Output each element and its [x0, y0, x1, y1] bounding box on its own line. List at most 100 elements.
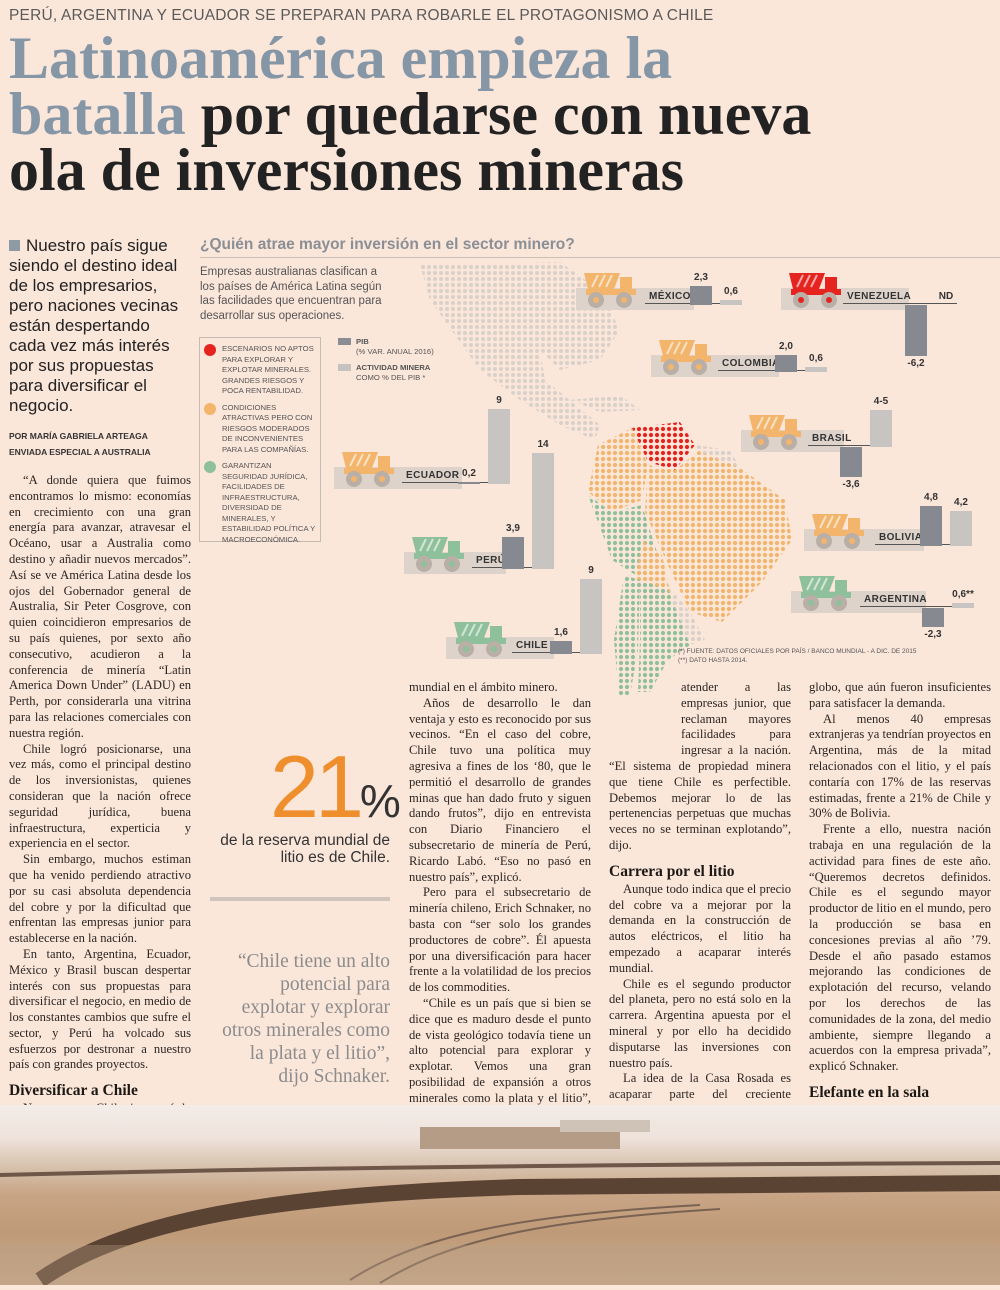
bar-legend-sub: (% VAR. ANUAL 2016): [356, 347, 434, 356]
paragraph: Al menos 40 empresas extranjeras ya tend…: [809, 711, 991, 821]
pib-swatch: [338, 338, 351, 345]
paragraph: En tanto, Argentina, Ecuador, México y B…: [9, 946, 191, 1072]
mining-truck-icon: [659, 340, 711, 375]
pib-bar: [690, 285, 712, 305]
headline-text: ola de inversiones mineras: [9, 137, 684, 203]
byline: POR MARÍA GABRIELA ARTEAGA ENVIADA ESPECI…: [9, 428, 151, 460]
mining-bar: [720, 300, 742, 305]
paragraph: Sin embargo, muchos estiman que ha venid…: [9, 852, 191, 946]
mining-truck-icon: [584, 273, 636, 308]
map-paraguay-uruguay: [668, 585, 705, 645]
legend-item-green: GARANTIZAN SEGURIDAD JURÍDICA, FACILIDAD…: [204, 461, 316, 545]
headline-highlight: batalla: [9, 81, 186, 147]
mining-railway-photo: [0, 1105, 1000, 1287]
pib-value: -3,6: [842, 478, 860, 490]
pib-bar: [550, 640, 572, 654]
article-column-1: “A donde quiera que fuimos encontramos l…: [9, 473, 191, 1149]
pib-value: -2,3: [924, 629, 942, 641]
kicker: PERÚ, ARGENTINA Y ECUADOR SE PREPARAN PA…: [9, 7, 714, 24]
article-column-2: mundial en el ámbito minero. Años de desa…: [409, 680, 591, 1138]
railway-illustration: [0, 1120, 1000, 1287]
footnote: (*) FUENTE: DATOS OFICIALES POR PAÍS / B…: [678, 648, 917, 655]
red-dot-icon: [204, 344, 216, 356]
pib-value: 3,9: [506, 522, 520, 534]
pib-bar: [922, 608, 944, 628]
mining-value: 14: [537, 438, 549, 450]
divider: [210, 897, 390, 901]
headline: Latinoamérica empieza la batalla por qued…: [9, 28, 999, 200]
square-bullet-icon: [9, 240, 20, 251]
stat-value: 21: [270, 737, 364, 836]
mining-value: 4,2: [954, 497, 968, 509]
mining-truck-icon: [799, 576, 851, 611]
byline-role: ENVIADA ESPECIAL A AUSTRALIA: [9, 447, 151, 457]
paragraph: “A donde quiera que fuimos encontramos l…: [9, 473, 191, 740]
pib-bar: [920, 506, 942, 546]
pull-quote: “Chile tiene un alto potencial para expl…: [222, 951, 390, 1087]
mining-truck-icon: [454, 622, 506, 657]
mining-value: 0,6: [809, 353, 823, 365]
infographic-description: Empresas australianas clasifican a los p…: [200, 266, 382, 322]
article-column-4: globo, que aún fueron insuficientes para…: [809, 680, 991, 1170]
paragraph: globo, que aún fueron insuficientes para…: [809, 680, 991, 710]
category-legend: ESCENARIOS NO APTOS PARA EXPLORAR Y EXPL…: [199, 337, 321, 545]
mining-bar: [805, 367, 827, 372]
bar-legend-title: ACTIVIDAD MINERA: [356, 363, 431, 372]
section-heading: Diversificar a Chile: [9, 1082, 138, 1100]
map-guyanas: [695, 445, 740, 468]
mining-value: 9: [496, 395, 502, 407]
mining-truck-icon: [812, 514, 864, 549]
map-north-america: [420, 262, 620, 440]
bar-legend-sub: COMO % DEL PIB *: [356, 373, 426, 382]
bar-legend-mining: ACTIVIDAD MINERA COMO % DEL PIB *: [338, 363, 434, 383]
pib-bar: [775, 355, 797, 372]
map-brazil: [645, 450, 792, 622]
legend-text: ESCENARIOS NO APTOS PARA EXPLORAR Y EXPL…: [222, 344, 314, 395]
green-dot-icon: [204, 461, 216, 473]
section-heading: Elefante en la sala: [809, 1083, 930, 1101]
pib-value: 2,0: [779, 341, 793, 353]
mining-value: 0,6**: [952, 589, 974, 601]
headline-text: por quedarse con nueva: [185, 81, 812, 147]
mining-bar: [488, 409, 510, 484]
mining-bar: [580, 579, 602, 654]
country-label: BRASIL: [808, 433, 892, 446]
byline-author: POR MARÍA GABRIELA ARTEAGA: [9, 431, 148, 441]
map-caribbean: [570, 395, 640, 412]
pib-bar: [458, 482, 480, 484]
bar-legend-title: PIB: [356, 337, 369, 346]
map-chile: [614, 575, 640, 695]
legend-item-orange: CONDICIONES ATRACTIVAS PERO CON RIESGOS …: [204, 402, 316, 456]
paragraph: Chile es el segundo productor del planet…: [609, 976, 791, 1070]
bar-legend-pib: PIB (% VAR. ANUAL 2016): [338, 337, 434, 357]
paragraph: Pero para el subsecretario de minería ch…: [409, 885, 591, 995]
footnotes: (*) FUENTE: DATOS OFICIALES POR PAÍS / B…: [678, 647, 917, 665]
mining-bar: [532, 452, 554, 569]
headline-highlight: Latinoamérica empieza la: [9, 25, 673, 91]
pib-value: 1,6: [554, 626, 568, 638]
stat-unit: %: [359, 775, 401, 827]
intro-text: Nuestro país sigue siendo el destino ide…: [9, 236, 179, 415]
mining-bar: [952, 603, 974, 608]
legend-text: GARANTIZAN SEGURIDAD JURÍDICA, FACILIDAD…: [222, 461, 316, 544]
pib-value: -6,2: [907, 358, 925, 370]
mining-bar: [950, 511, 972, 546]
infographic-title: ¿Quién atrae mayor inversión en el secto…: [200, 236, 1000, 258]
legend-text: CONDICIONES ATRACTIVAS PERO CON RIESGOS …: [222, 402, 313, 454]
mining-bar: [870, 409, 892, 447]
mining-truck-icon: [749, 415, 801, 450]
pib-bar: [905, 305, 927, 357]
country-label: COLOMBIA: [718, 358, 827, 371]
footnote: (**) DATO HASTA 2014.: [678, 657, 748, 664]
paragraph: mundial en el ámbito minero.: [409, 680, 558, 694]
mining-truck-icon: [342, 452, 394, 487]
country-label: ECUADOR: [402, 470, 510, 483]
paragraph: “Chile es un país que si bien se dice qu…: [409, 995, 591, 1121]
paragraph: Chile logró posicionarse, una vez más, c…: [9, 741, 191, 851]
stat-number: 21%: [270, 742, 401, 846]
mining-value: 4-5: [873, 395, 889, 407]
map-venezuela: [632, 422, 695, 470]
paragraph: Años de desarrollo le dan ventaja y esto…: [409, 695, 591, 884]
pib-value: 0,2: [462, 468, 476, 479]
mining-truck-icon: [412, 537, 464, 572]
